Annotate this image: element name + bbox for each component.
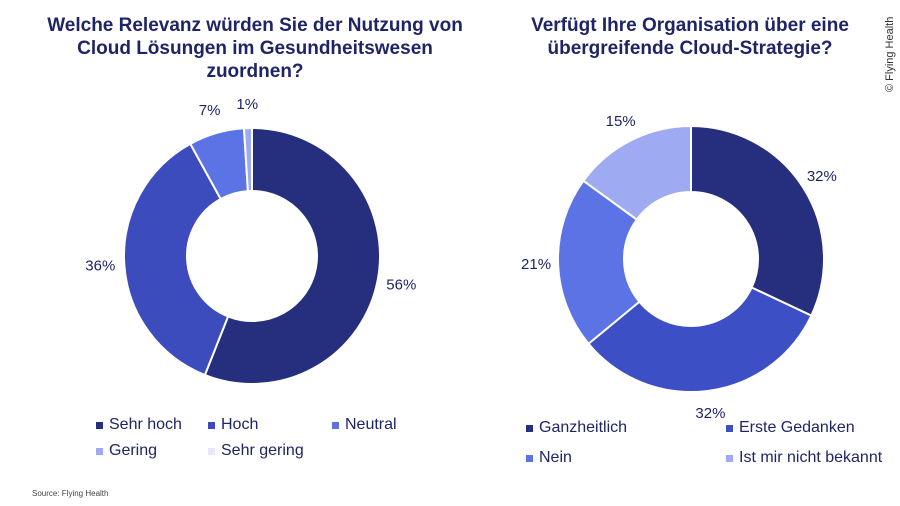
legend-label: Erste Gedanken [739, 419, 855, 436]
slice-ganzheitlich [690, 124, 825, 317]
data-label: 32% [807, 168, 837, 185]
legend-swatch [726, 454, 733, 462]
data-label: 1% [236, 96, 258, 113]
slice-erste-gedanken [587, 286, 813, 393]
legend-label: Ist mir nicht bekannt [739, 449, 883, 466]
data-label: 15% [606, 113, 636, 130]
chart-title-relevance: Welche Relevanz würden Sie der Nutzung v… [47, 15, 463, 82]
slice-nein [557, 179, 641, 346]
slice-ist-mir-nicht-bekannt [582, 124, 692, 222]
data-label: 7% [199, 102, 221, 119]
legend-swatch [526, 454, 533, 462]
legend-item: Sehr hoch [96, 416, 182, 434]
legend-label: Sehr hoch [109, 416, 182, 433]
legend-item: Ist mir nicht bekannt [726, 449, 882, 467]
legend-item: Sehr gering [208, 442, 304, 460]
legend-swatch [332, 421, 339, 429]
slice-hoch [123, 142, 230, 377]
legend-swatch [726, 424, 733, 432]
data-label: 21% [521, 256, 551, 273]
legend-swatch [208, 421, 215, 429]
legend-swatch [526, 424, 533, 432]
legend-swatch [96, 447, 103, 455]
legend-item: Hoch [208, 416, 258, 434]
copyright-note: © Flying Health [884, 16, 896, 92]
data-label: 56% [386, 276, 416, 293]
legend-item: Erste Gedanken [726, 419, 855, 437]
legend-item: Ganzheitlich [526, 419, 627, 437]
legend-item: Gering [96, 442, 157, 460]
legend-label: Gering [109, 442, 158, 459]
legend-label: Hoch [221, 416, 259, 433]
legend-label: Neutral [345, 416, 397, 433]
legend-label: Nein [539, 449, 572, 466]
legend-item: Neutral [332, 416, 397, 434]
data-label: 32% [695, 405, 725, 422]
legend-label: Sehr gering [221, 442, 304, 459]
slice-sehr-hoch [203, 126, 381, 385]
legend-label: Ganzheitlich [539, 419, 628, 436]
slice-gering [242, 126, 253, 193]
legend-item: Nein [526, 449, 572, 467]
legend-swatch [208, 447, 215, 455]
source-note: Source: Flying Health [32, 489, 109, 498]
chart-title-strategy: Verfügt Ihre Organisation über eine über… [531, 15, 849, 59]
data-label: 36% [85, 258, 115, 275]
legend-swatch [96, 421, 103, 429]
